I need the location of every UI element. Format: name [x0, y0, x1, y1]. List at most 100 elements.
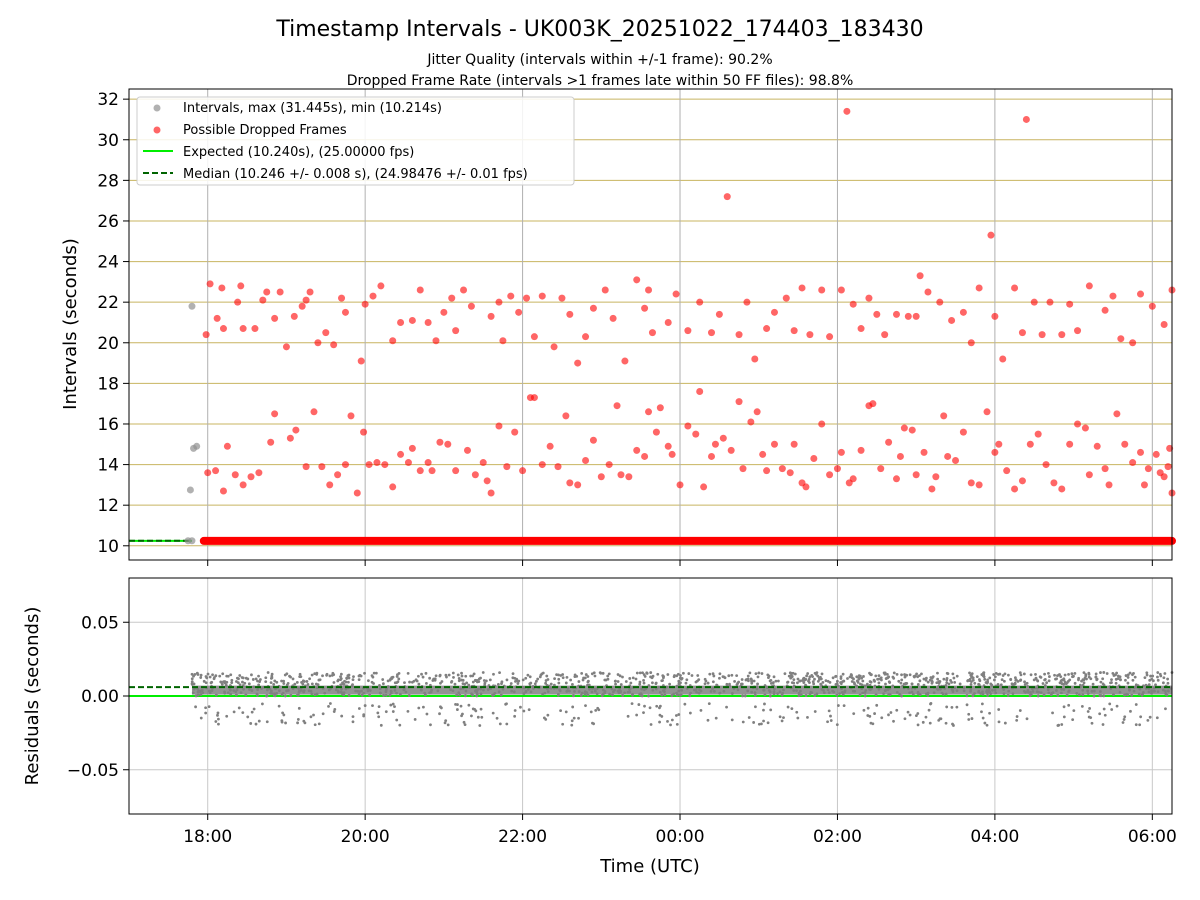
residual-point: [977, 678, 981, 681]
residual-point: [238, 683, 242, 687]
residual-point: [872, 678, 876, 682]
residual-point: [424, 671, 428, 675]
residual-point: [317, 678, 321, 682]
dropped-frame-point: [849, 300, 857, 308]
residual-point: [672, 675, 676, 679]
residual-point: [452, 676, 455, 679]
residual-point: [754, 672, 758, 676]
residual-point: [339, 678, 342, 682]
residual-point: [628, 677, 632, 680]
residual-point: [1121, 721, 1125, 724]
residual-point: [916, 683, 920, 686]
residual-point: [711, 672, 715, 676]
dropped-frame-point: [668, 450, 676, 458]
residual-point: [519, 705, 522, 709]
dropped-frame-point: [546, 442, 554, 450]
residual-point: [343, 679, 346, 683]
dropped-frame-point: [597, 473, 605, 481]
residual-point: [863, 694, 867, 698]
residual-point: [1094, 675, 1098, 679]
residual-point: [1114, 673, 1117, 677]
residual-point: [824, 679, 828, 683]
top-xticks: [207, 560, 1153, 566]
residual-point: [967, 718, 971, 721]
residual-point: [790, 681, 794, 685]
residual-point: [955, 705, 959, 709]
residual-point: [638, 680, 642, 684]
dropped-frame-point: [302, 463, 310, 471]
residual-point: [570, 719, 574, 723]
dropped-frame-point: [708, 452, 716, 460]
residual-point: [1103, 713, 1107, 717]
dropped-frame-point: [212, 467, 220, 475]
residual-point: [395, 718, 399, 722]
residual-point: [457, 679, 461, 683]
dropped-frame-point: [983, 408, 991, 416]
residual-point: [199, 673, 203, 677]
residual-point: [910, 682, 914, 686]
residual-point: [1070, 672, 1074, 676]
dropped-frame-point: [499, 337, 507, 345]
dropped-frame-point: [719, 434, 727, 442]
residual-point: [407, 694, 411, 698]
residual-point: [846, 677, 849, 680]
residual-point: [254, 677, 258, 681]
residual-point: [661, 679, 664, 682]
residual-point: [762, 719, 765, 723]
residual-point: [272, 694, 276, 697]
residual-point: [1023, 683, 1027, 686]
residual-point: [1073, 681, 1077, 685]
residual-point: [339, 675, 342, 679]
residual-point: [945, 671, 949, 675]
residual-point: [339, 683, 343, 687]
residual-point: [217, 717, 220, 721]
residual-point: [996, 683, 1000, 686]
residual-point: [806, 715, 809, 719]
residual-point: [859, 682, 862, 686]
dropped-frame-point: [1140, 481, 1148, 489]
dropped-frame-point: [826, 333, 834, 341]
residual-point: [983, 677, 987, 681]
residual-point: [1048, 675, 1051, 678]
residual-point: [857, 677, 861, 681]
residual-point: [1133, 675, 1137, 679]
dropped-frame-point: [530, 333, 538, 341]
residual-point: [211, 673, 214, 677]
residual-point: [1105, 672, 1109, 675]
residual-point: [250, 710, 254, 714]
dropped-frame-point: [310, 408, 318, 416]
dropped-frame-point: [932, 473, 940, 481]
dropped-frame-point: [857, 446, 865, 454]
residual-point: [216, 713, 219, 717]
residual-point: [386, 679, 390, 683]
dropped-frame-point: [1030, 298, 1038, 306]
residual-point: [679, 674, 682, 677]
residual-point: [534, 679, 538, 683]
residual-point: [1162, 681, 1165, 685]
residual-point: [592, 722, 596, 726]
dropped-frame-point: [373, 459, 381, 467]
dropped-frame-point: [1093, 442, 1101, 450]
dropped-frame-point: [259, 296, 267, 304]
legend-expected-label: Expected (10.240s), (25.00000 fps): [183, 145, 414, 160]
residual-point: [589, 710, 593, 714]
residual-point: [382, 694, 385, 697]
residual-point: [439, 681, 442, 685]
residual-point: [745, 678, 748, 681]
residual-point: [769, 708, 773, 712]
residual-point: [283, 694, 287, 698]
residual-point: [826, 720, 829, 724]
residual-point: [1018, 709, 1022, 712]
residual-point: [753, 693, 757, 697]
residual-point: [645, 672, 649, 675]
dropped-frame-point: [843, 107, 851, 115]
residual-point: [1156, 671, 1160, 674]
residual-point: [797, 694, 801, 698]
residual-point: [669, 723, 672, 727]
dropped-frame-point: [206, 280, 214, 288]
residual-point: [300, 681, 303, 684]
residual-point: [778, 715, 782, 719]
dropped-frame-point: [1148, 302, 1156, 310]
dropped-frame-point: [723, 193, 731, 201]
residual-point: [694, 680, 698, 684]
